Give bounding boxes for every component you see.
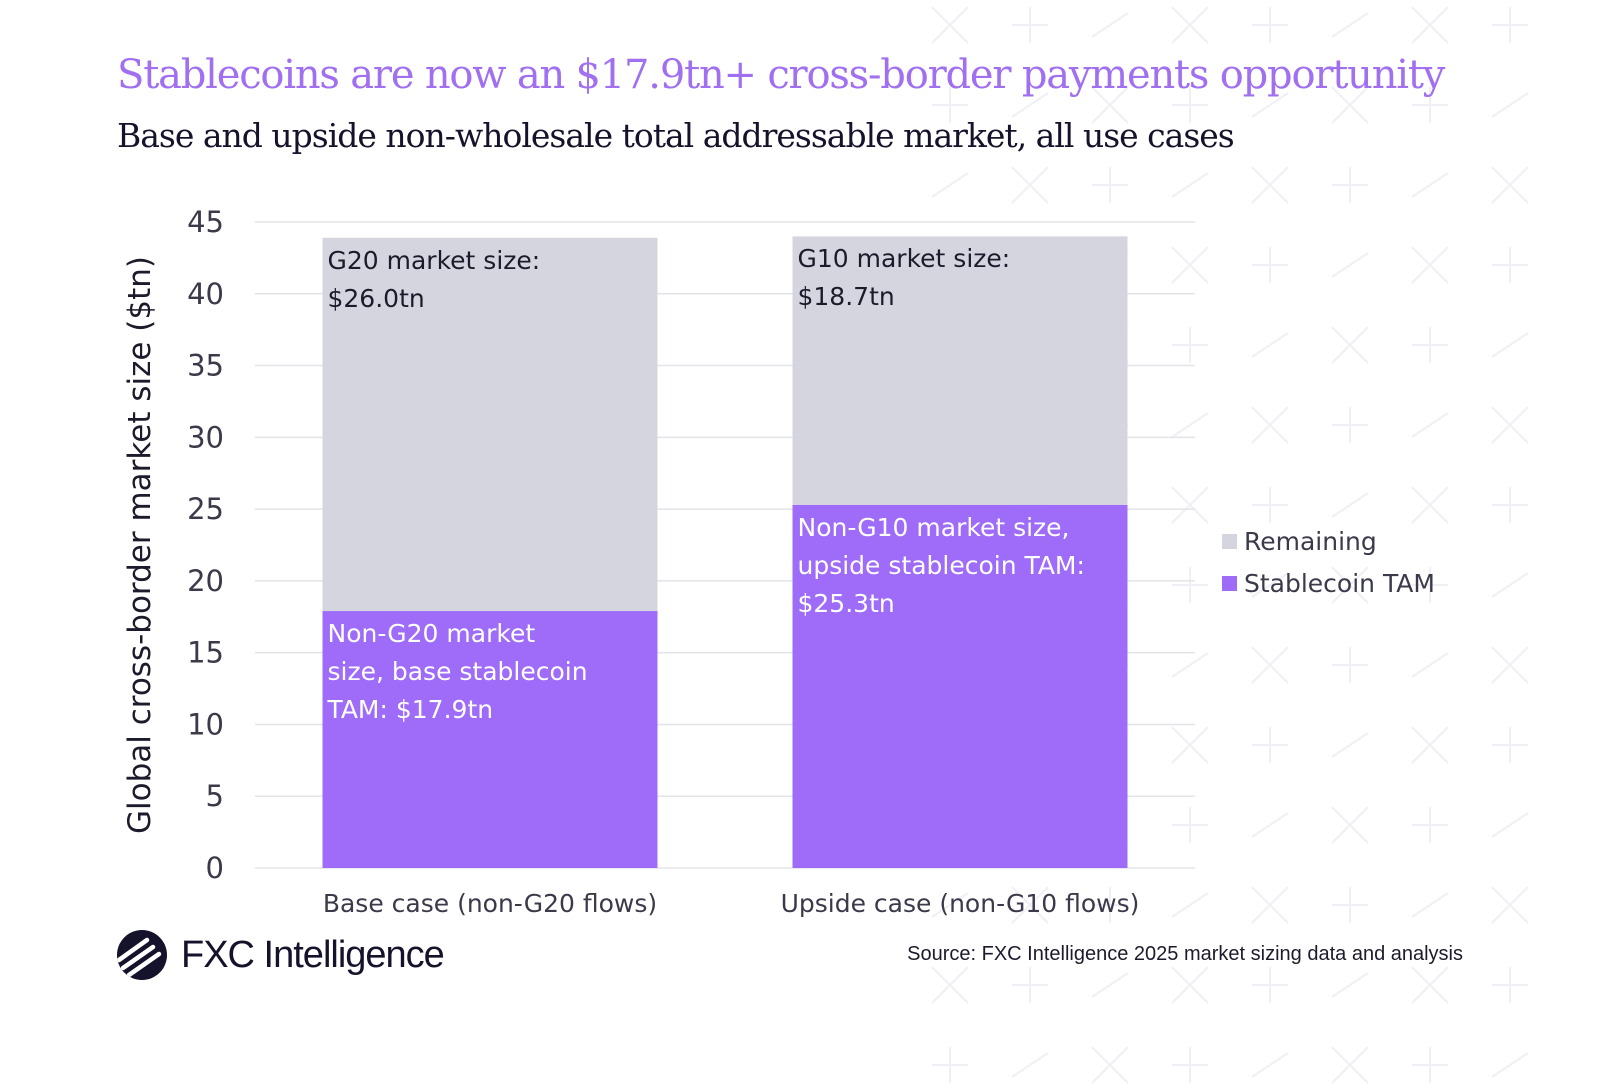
legend-label-stablecoin-tam: Stablecoin TAM: [1244, 568, 1435, 598]
y-tick-label-15: 15: [187, 636, 224, 670]
chart-subtitle: Base and upside non-wholesale total addr…: [117, 116, 1235, 155]
legend-swatch-stablecoin-tam: [1222, 575, 1237, 591]
annotation-non-g10-stablecoin-tam: Non-G10 market size, upside stablecoin T…: [797, 512, 1085, 618]
legend-item-remaining: Remaining: [1222, 520, 1435, 562]
y-tick-label-10: 10: [187, 707, 224, 741]
source-note: Source: FXC Intelligence 2025 market siz…: [907, 943, 1463, 965]
y-tick-label-0: 0: [206, 851, 224, 885]
bar-stablecoin-tam-1: [322, 611, 658, 868]
legend-label-remaining: Remaining: [1244, 526, 1377, 556]
annotation-g10-market-size: G10 market size: $18.7tn: [797, 244, 1011, 312]
y-tick-label-35: 35: [187, 349, 224, 383]
y-tick-label-20: 20: [187, 564, 224, 598]
fxc-logo-icon: [117, 930, 167, 980]
legend-item-stablecoin-tam: Stablecoin TAM: [1222, 562, 1435, 604]
y-tick-label-30: 30: [187, 420, 224, 454]
logo-text: FXC Intelligence: [181, 933, 445, 976]
y-tick-label-25: 25: [187, 492, 224, 526]
x-tick-label-1: Base case (non-G20 flows): [323, 889, 657, 918]
y-axis-label: Global cross-border market size ($tn): [122, 256, 158, 834]
bar-remaining-2: [792, 236, 1128, 505]
y-tick-label-5: 5: [206, 779, 224, 813]
chart-title: Stablecoins are now an $17.9tn+ cross-bo…: [117, 52, 1445, 98]
chart-legend: Remaining Stablecoin TAM: [1222, 520, 1435, 604]
annotation-non-g20-stablecoin-tam: Non-G20 market size, base stablecoin TAM…: [327, 619, 588, 725]
annotation-g20-market-size: G20 market size: $26.0tn: [327, 245, 541, 313]
bar-stablecoin-tam-2: [792, 504, 1128, 868]
y-tick-label-40: 40: [187, 277, 224, 311]
x-tick-label-2: Upside case (non-G10 flows): [781, 889, 1140, 918]
legend-swatch-remaining: [1222, 533, 1237, 549]
y-tick-label-45: 45: [187, 205, 224, 239]
fxc-logo: FXC Intelligence: [117, 930, 445, 980]
bar-remaining-1: [322, 237, 658, 612]
